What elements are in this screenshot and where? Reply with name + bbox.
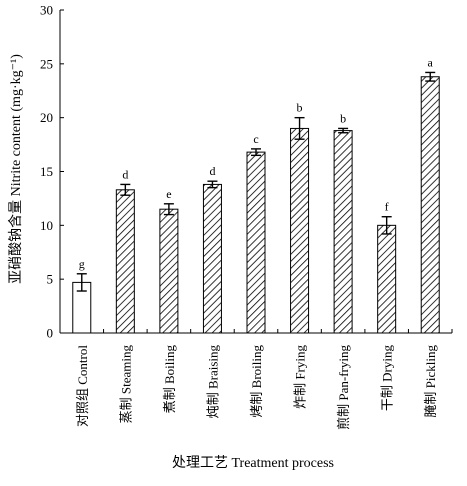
significance-letter: f <box>385 200 389 214</box>
bar <box>420 76 440 334</box>
y-tick-label: 0 <box>47 326 54 341</box>
y-axis-label: 亚硝酸钠含量 Nitrite content (mg·kg⁻¹) <box>8 54 24 284</box>
y-tick-label: 20 <box>40 110 53 125</box>
significance-letter: e <box>166 187 171 201</box>
x-tick-label: 蒸制 Steaming <box>118 345 133 424</box>
bar <box>377 224 397 334</box>
significance-letter: c <box>253 132 258 146</box>
significance-letter: b <box>297 101 303 115</box>
x-tick-label: 干制 Drying <box>380 345 395 412</box>
bar <box>115 189 135 334</box>
bar <box>290 127 310 334</box>
bar <box>159 208 179 334</box>
x-tick-label: 炖制 Braising <box>205 345 220 419</box>
bar <box>202 183 222 334</box>
bars: g d e d c b b f a <box>72 55 440 334</box>
significance-letter: a <box>428 55 434 69</box>
x-tick-label: 烤制 Broiling <box>249 345 264 418</box>
significance-letter: b <box>340 111 346 125</box>
y-tick-label: 10 <box>40 218 53 233</box>
bar <box>246 151 266 334</box>
y-tick-label: 25 <box>40 56 53 71</box>
x-tick-label: 腌制 Pickling <box>423 345 438 418</box>
significance-letter: d <box>122 167 128 181</box>
significance-letter: d <box>209 164 215 178</box>
bar <box>333 130 353 334</box>
x-axis-label: 处理工艺 Treatment process <box>172 455 334 471</box>
y-tick-label: 5 <box>47 272 54 287</box>
x-tick-label: 煮制 Boiling <box>162 345 177 414</box>
significance-letter: g <box>79 257 85 271</box>
axes: 0 5 10 15 20 25 30 对照组 Control 蒸制 Steaming 煮制 Boi… <box>40 3 453 430</box>
x-tick-label: 对照组 Control <box>75 345 90 427</box>
x-tick-label: 炸制 Frying <box>293 345 308 409</box>
x-tick-label: 煎制 Pan-frying <box>336 345 351 430</box>
y-tick-label: 30 <box>40 3 53 18</box>
y-tick-label: 15 <box>40 164 53 179</box>
